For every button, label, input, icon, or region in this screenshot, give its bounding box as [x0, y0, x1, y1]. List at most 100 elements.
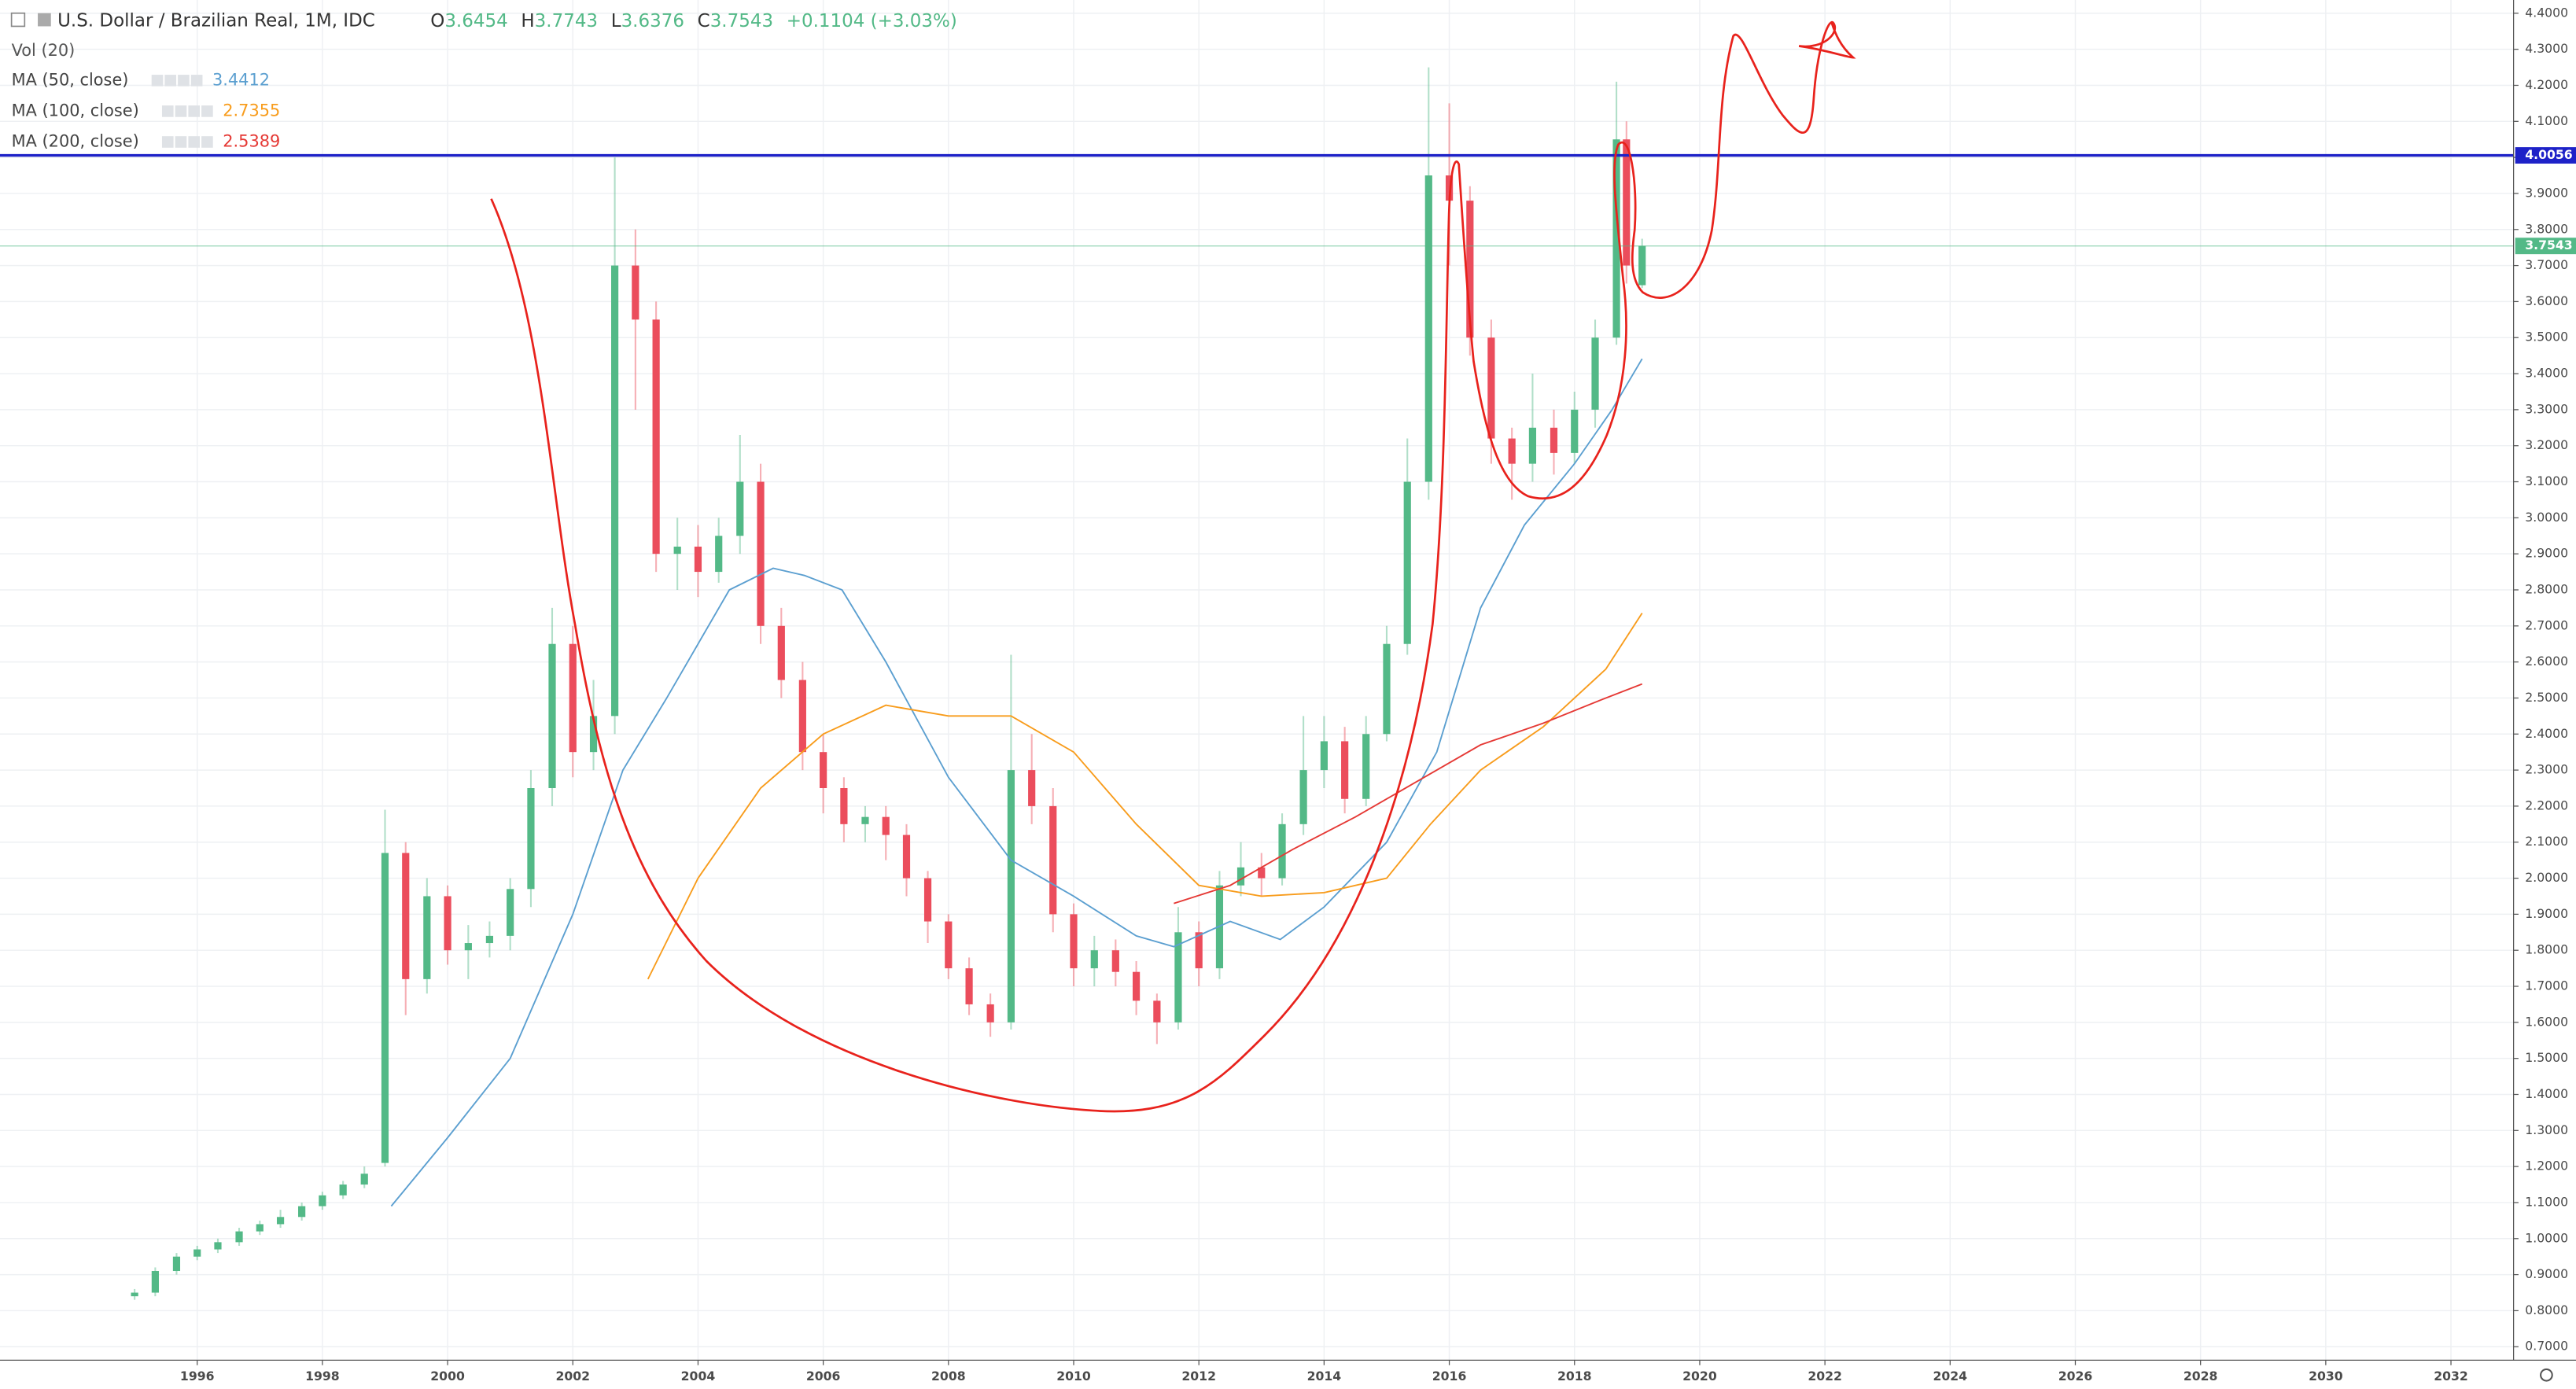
x-tick-label: 2010 [1056, 1369, 1091, 1383]
candle-body [1028, 770, 1036, 806]
legend-icon [188, 136, 201, 148]
plot-area [0, 67, 2514, 1300]
x-tick-label: 2004 [681, 1369, 716, 1383]
y-tick-label: 2.3000 [2525, 762, 2568, 777]
symbol-icon [38, 13, 51, 27]
ma-line [390, 358, 1643, 1207]
y-tick-label: 1.7000 [2525, 978, 2568, 993]
y-tick-label: 1.0000 [2525, 1230, 2568, 1245]
candle-body [986, 1004, 994, 1022]
candle-body [298, 1206, 306, 1218]
candle-body [319, 1195, 326, 1207]
candle-body [464, 943, 472, 951]
y-tick-label: 2.8000 [2525, 581, 2568, 596]
candle-body [902, 835, 911, 879]
y-tick-label: 1.4000 [2525, 1086, 2568, 1101]
candle-body [1403, 481, 1411, 644]
x-tick-label: 2028 [2184, 1369, 2218, 1383]
candle-body [1362, 734, 1370, 799]
y-tick-label: 0.7000 [2525, 1339, 2568, 1354]
ohlc-value: 3.7743 [535, 11, 598, 31]
candle-body [1070, 914, 1078, 969]
y-tick-label: 2.6000 [2525, 654, 2568, 669]
candle-body [444, 896, 451, 951]
y-tick-label: 1.8000 [2525, 942, 2568, 957]
candle-body [1278, 823, 1286, 879]
candle-body [214, 1242, 222, 1250]
legend-name: MA (100, close) [12, 101, 139, 120]
legend-icon [190, 75, 203, 87]
candle-body [1638, 245, 1646, 286]
candle-body [1090, 950, 1098, 969]
price-label-box [2515, 147, 2576, 164]
annotations [490, 20, 1856, 1113]
axes: 0.7000 0.8000 0.9000 1.0000 1.1000 1.2000 1.30… [180, 5, 2576, 1383]
candle-body [965, 968, 973, 1004]
y-tick-label: 3.4000 [2525, 366, 2568, 381]
x-tick-label: 1998 [305, 1369, 340, 1383]
candle-body [1466, 201, 1474, 338]
annotation-stroke [490, 20, 1856, 1113]
y-tick-label: 0.8000 [2525, 1302, 2568, 1317]
y-tick-label: 1.9000 [2525, 906, 2568, 921]
candle-body [1612, 139, 1620, 338]
y-tick-label: 4.2000 [2525, 77, 2568, 92]
y-tick-label: 3.3000 [2525, 401, 2568, 416]
candle-body [840, 788, 848, 824]
x-tick-label: 2026 [2058, 1369, 2093, 1383]
x-tick-label: 2008 [931, 1369, 966, 1383]
candle-body [172, 1256, 181, 1272]
ma-line [1174, 683, 1643, 905]
y-tick-label: 1.6000 [2525, 1014, 2568, 1029]
x-tick-label: 2002 [555, 1369, 590, 1383]
candle-body [402, 853, 410, 979]
y-tick-label: 1.2000 [2525, 1159, 2568, 1173]
y-tick-label: 3.8000 [2525, 221, 2568, 236]
y-tick-label: 0.9000 [2525, 1266, 2568, 1281]
legend-icon [175, 136, 187, 148]
y-tick-label: 3.9000 [2525, 185, 2568, 200]
x-tick-label: 2018 [1557, 1369, 1592, 1383]
settings-icon[interactable] [2540, 1368, 2553, 1382]
candle-body [507, 889, 514, 936]
candle-body [611, 265, 619, 717]
candle-body [235, 1231, 243, 1243]
collapse-icon[interactable] [10, 12, 26, 28]
candle-body [485, 935, 494, 944]
candle-body [589, 716, 598, 753]
candle-body [798, 680, 806, 753]
candle-body [1258, 867, 1266, 879]
legend-icon [201, 105, 213, 117]
change: +0.1104 (+3.03%) [787, 11, 957, 31]
candle-body [820, 752, 827, 789]
time-axis [0, 1360, 2576, 1389]
x-tick-label: 2016 [1432, 1369, 1467, 1383]
price-label: 3.7543 [2525, 238, 2572, 252]
candle-body [652, 319, 660, 554]
candle-body [882, 816, 890, 835]
candle-body [1153, 1000, 1161, 1022]
x-tick-label: 2030 [2309, 1369, 2343, 1383]
ohlc-value: 3.6454 [444, 11, 507, 31]
candle-body [131, 1292, 138, 1297]
y-tick-label: 3.2000 [2525, 437, 2568, 452]
candle-body [1550, 427, 1558, 453]
legend-icon [178, 75, 190, 87]
y-tick-label: 3.6000 [2525, 293, 2568, 308]
candle-body [694, 547, 702, 573]
y-tick-label: 2.4000 [2525, 726, 2568, 741]
legend-name: MA (50, close) [12, 70, 129, 89]
y-tick-label: 4.3000 [2525, 41, 2568, 56]
legend-value: 2.5389 [223, 131, 280, 150]
candle-body [1007, 770, 1015, 1022]
x-tick-label: 2024 [1933, 1369, 1968, 1383]
candle-body [1571, 409, 1579, 453]
y-tick-label: 1.1000 [2525, 1194, 2568, 1209]
y-tick-label: 2.9000 [2525, 546, 2568, 561]
ohlc-key: L [611, 11, 621, 31]
ohlc-key: H [521, 11, 534, 31]
candle-body [1487, 337, 1495, 439]
y-tick-label: 3.5000 [2525, 330, 2568, 344]
